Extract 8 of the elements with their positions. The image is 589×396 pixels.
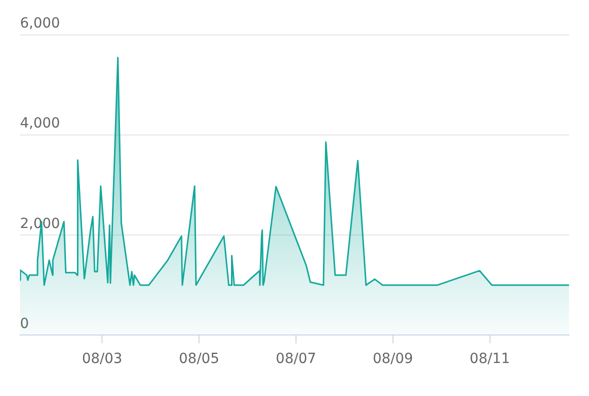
y-tick-label: 0 — [20, 316, 29, 332]
x-tick-label: 08/03 — [82, 351, 122, 368]
x-tick-label: 08/07 — [276, 351, 316, 368]
x-tick-label: 08/11 — [470, 351, 510, 368]
x-tick-label: 08/09 — [372, 351, 414, 368]
x-tick-label: 08/05 — [178, 351, 220, 368]
y-tick-label: 4,000 — [20, 116, 60, 132]
y-tick-label: 6,000 — [20, 16, 60, 32]
